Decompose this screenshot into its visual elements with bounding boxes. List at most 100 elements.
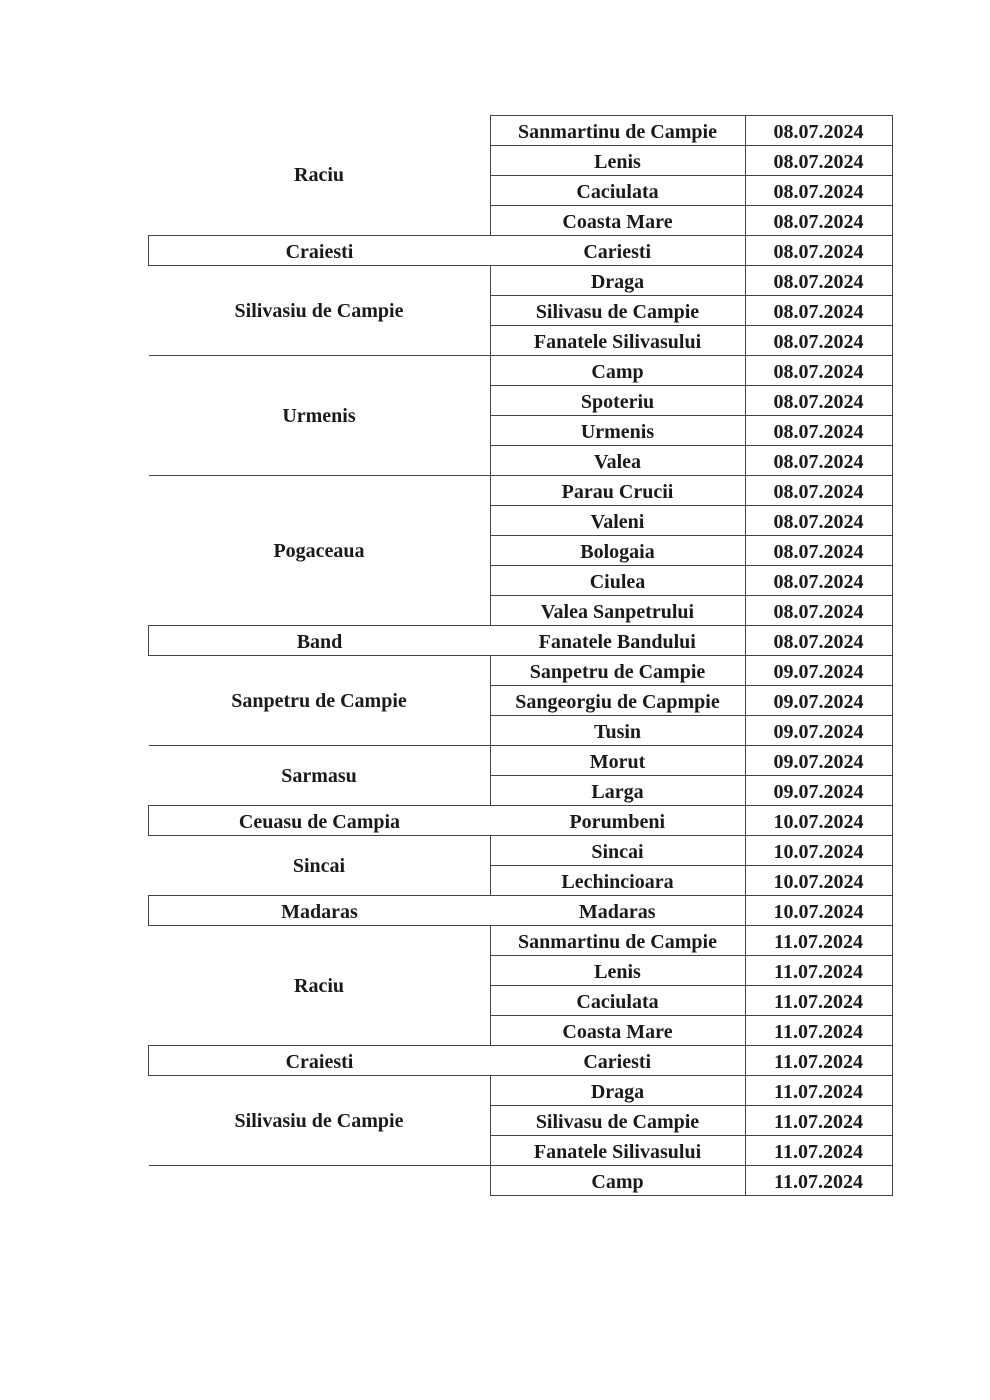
table-row: Urmenis 08.07.2024 <box>149 415 893 446</box>
table-row: Sangeorgiu de Capmpie 09.07.2024 <box>149 685 893 716</box>
village-cell: Fanatele Bandului <box>490 625 746 656</box>
commune-cell: Band <box>148 625 490 656</box>
village-cell: Coasta Mare <box>489 205 746 236</box>
date-cell: 11.07.2024 <box>744 1075 893 1106</box>
village-cell: Madaras <box>490 895 746 926</box>
date-cell: 09.07.2024 <box>744 715 893 746</box>
commune-cell: Sincai <box>148 835 490 896</box>
village-cell: Valeni <box>489 505 746 536</box>
commune-cell: Urmenis <box>148 355 490 476</box>
date-cell: 08.07.2024 <box>744 565 893 596</box>
commune-cell: Raciu <box>148 925 490 1046</box>
village-cell: Sanmartinu de Campie <box>489 925 746 956</box>
date-cell: 11.07.2024 <box>744 985 893 1016</box>
date-cell: 08.07.2024 <box>744 625 893 656</box>
table-row: Pogaceaua Parau Crucii 08.07.2024 <box>148 475 893 626</box>
table-row: Sanpetru de Campie Sanpetru de Campie 09.0… <box>148 655 893 746</box>
table-row: Caciulata 08.07.2024 <box>149 175 893 206</box>
table-row: Valea Sanpetrului 08.07.2024 <box>149 595 893 626</box>
table-row: Valeni 08.07.2024 <box>149 505 893 536</box>
village-cell: Camp <box>489 355 746 386</box>
table-row: Camp 11.07.2024 <box>149 1165 893 1196</box>
date-cell: 11.07.2024 <box>744 1105 893 1136</box>
table-row: Silivasiu de Campie Draga 08.07.2024 <box>148 265 893 356</box>
table-row: Silivasu de Campie 08.07.2024 <box>149 295 893 326</box>
village-cell: Spoteriu <box>489 385 746 416</box>
commune-cell: Sanpetru de Campie <box>148 655 490 746</box>
commune-cell: Ceuasu de Campia <box>148 805 490 836</box>
village-cell: Sanpetru de Campie <box>489 655 746 686</box>
date-cell: 09.07.2024 <box>744 745 893 776</box>
table-row: Ciulea 08.07.2024 <box>149 565 893 596</box>
village-cell: Silivasu de Campie <box>489 295 746 326</box>
date-cell: 11.07.2024 <box>744 925 893 956</box>
village-cell: Valea <box>489 445 746 476</box>
date-cell: 10.07.2024 <box>744 805 893 836</box>
table-row: Larga 09.07.2024 <box>149 775 893 806</box>
date-cell: 08.07.2024 <box>744 205 893 236</box>
table-row: Lechincioara 10.07.2024 <box>149 865 893 896</box>
village-cell: Larga <box>489 775 746 806</box>
village-cell: Sangeorgiu de Capmpie <box>489 685 746 716</box>
date-cell: 09.07.2024 <box>744 685 893 716</box>
date-cell: 08.07.2024 <box>744 355 893 386</box>
village-cell: Coasta Mare <box>489 1015 746 1046</box>
table-row: Band Fanatele Bandului 08.07.2024 <box>148 625 893 656</box>
table-row: Raciu Sanmartinu de Campie 08.07.2024 <box>148 115 893 236</box>
date-cell: 10.07.2024 <box>744 895 893 926</box>
village-cell: Sincai <box>489 835 746 866</box>
village-cell: Draga <box>489 265 746 296</box>
date-cell: 08.07.2024 <box>744 115 893 146</box>
village-cell: Parau Crucii <box>489 475 746 506</box>
date-cell: 09.07.2024 <box>744 775 893 806</box>
date-cell: 08.07.2024 <box>744 535 893 566</box>
date-cell: 11.07.2024 <box>744 955 893 986</box>
commune-cell: Pogaceaua <box>148 475 490 626</box>
village-cell: Cariesti <box>490 1045 746 1076</box>
table-row: Ceuasu de Campia Porumbeni 10.07.2024 <box>148 805 893 836</box>
table-row: Urmenis Camp 08.07.2024 <box>148 355 893 476</box>
village-cell: Camp <box>489 1165 746 1196</box>
date-cell: 08.07.2024 <box>744 505 893 536</box>
date-cell: 08.07.2024 <box>744 445 893 476</box>
date-cell: 08.07.2024 <box>744 265 893 296</box>
village-cell: Fanatele Silivasului <box>489 1135 746 1166</box>
date-cell: 08.07.2024 <box>744 325 893 356</box>
table-row: Valea 08.07.2024 <box>149 445 893 476</box>
table-row: Tusin 09.07.2024 <box>149 715 893 746</box>
table-row: Raciu Sanmartinu de Campie 11.07.2024 <box>148 925 893 1046</box>
village-cell: Morut <box>489 745 746 776</box>
date-cell: 08.07.2024 <box>744 385 893 416</box>
date-cell: 11.07.2024 <box>744 1165 893 1196</box>
schedule-table: Raciu Sanmartinu de Campie 08.07.2024 Lenis… <box>148 115 893 1196</box>
village-cell: Silivasu de Campie <box>489 1105 746 1136</box>
table-row: Silivasiu de Campie Draga 11.07.2024 <box>148 1075 893 1166</box>
table-row: Craiesti Cariesti 11.07.2024 <box>148 1045 893 1076</box>
village-cell: Draga <box>489 1075 746 1106</box>
commune-cell: Silivasiu de Campie <box>148 1075 490 1166</box>
village-cell: Ciulea <box>489 565 746 596</box>
village-cell: Bologaia <box>489 535 746 566</box>
commune-cell: Craiesti <box>148 235 490 266</box>
date-cell: 09.07.2024 <box>744 655 893 686</box>
table-row: Coasta Mare 08.07.2024 <box>149 205 893 236</box>
commune-cell: Craiesti <box>148 1045 490 1076</box>
village-cell: Lechincioara <box>489 865 746 896</box>
village-cell: Caciulata <box>489 985 746 1016</box>
table-row: Spoteriu 08.07.2024 <box>149 385 893 416</box>
date-cell: 08.07.2024 <box>744 415 893 446</box>
village-cell: Lenis <box>489 145 746 176</box>
commune-cell: Raciu <box>148 115 490 236</box>
village-cell: Lenis <box>489 955 746 986</box>
table-row: Bologaia 08.07.2024 <box>149 535 893 566</box>
village-cell: Tusin <box>489 715 746 746</box>
table-row: Sarmasu Morut 09.07.2024 <box>148 745 893 806</box>
village-cell: Porumbeni <box>490 805 746 836</box>
date-cell: 08.07.2024 <box>744 235 893 266</box>
village-cell: Sanmartinu de Campie <box>489 115 746 146</box>
table-row: Madaras Madaras 10.07.2024 <box>148 895 893 926</box>
table-row: Silivasu de Campie 11.07.2024 <box>149 1105 893 1136</box>
commune-cell: Silivasiu de Campie <box>148 265 490 356</box>
village-cell: Fanatele Silivasului <box>489 325 746 356</box>
table-row: Sincai Sincai 10.07.2024 <box>148 835 893 896</box>
